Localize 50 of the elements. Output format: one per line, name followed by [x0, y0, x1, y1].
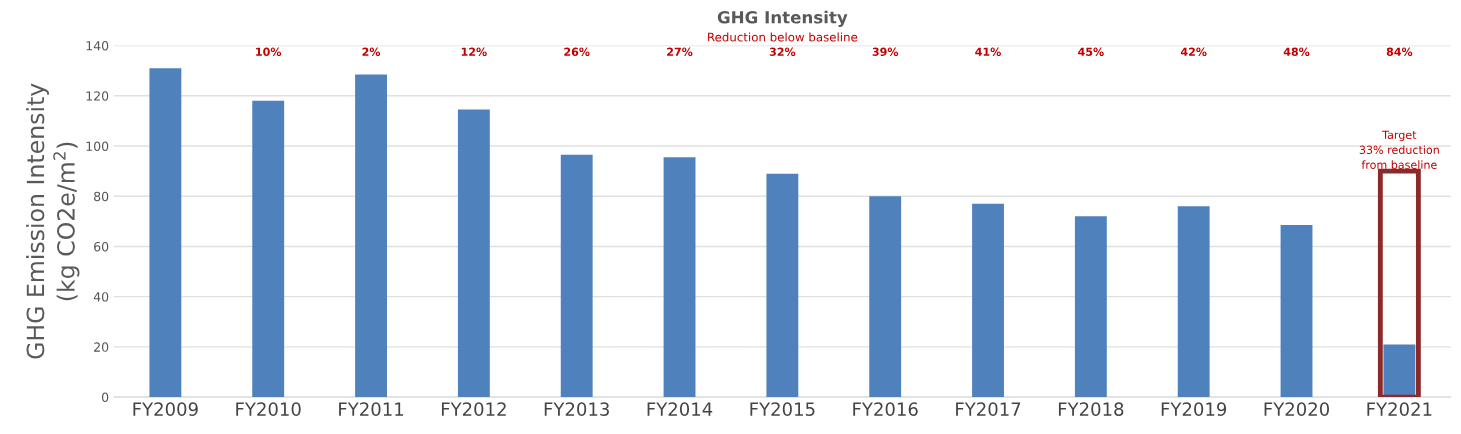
bar: [972, 203, 1004, 398]
x-tick-label: FY2015: [750, 402, 815, 416]
x-tick-label: FY2011: [339, 402, 404, 416]
y-tick-label: 20: [94, 342, 109, 352]
bar: [1280, 225, 1313, 398]
bar: [869, 196, 902, 398]
x-tick-label: FY2020: [1264, 402, 1330, 416]
y-tick-label: 80: [94, 191, 109, 202]
annotation: 84%: [1386, 47, 1413, 56]
y-tick-label: 60: [94, 241, 109, 252]
annotation: 27%: [667, 47, 693, 56]
bar: [1383, 344, 1416, 398]
annotation: 48%: [1283, 47, 1310, 56]
annotation: 10%: [256, 47, 282, 56]
bar: [252, 100, 285, 398]
bar: [1177, 206, 1210, 398]
annotation: 41%: [975, 47, 1001, 56]
text: Reduction below baseline: [708, 32, 858, 42]
bar: [149, 68, 182, 398]
x-tick-label: FY2016: [853, 402, 918, 416]
x-tick-label: FY2017: [956, 402, 1021, 416]
annotation: 12%: [461, 47, 487, 56]
y-tick-label: 0: [101, 392, 109, 403]
annotation: 32%: [769, 47, 796, 56]
x-tick-label: FY2019: [1161, 402, 1227, 416]
annotation: 45%: [1078, 47, 1104, 56]
x-tick-label: FY2021: [1367, 402, 1432, 416]
y-tick-label: 40: [93, 292, 109, 302]
x-tick-label: FY2009: [133, 402, 198, 416]
y-axis-title: GHG Emission Intensity (kg CO2e/m$^{2}$): [26, 83, 80, 359]
chart-title: GHG Intensity: [717, 10, 848, 27]
x-tick-label: FY2018: [1058, 402, 1124, 416]
y-tick-label: 120: [86, 91, 109, 101]
bar: [355, 74, 387, 398]
x-tick-label: FY2014: [647, 402, 713, 416]
bar: [560, 154, 593, 398]
annotation: 2%: [362, 47, 381, 56]
annotation: 26%: [564, 47, 590, 56]
bar: [457, 109, 490, 398]
y-tick-label: 100: [86, 141, 109, 151]
annotation: 39%: [872, 47, 899, 56]
x-tick-label: FY2013: [544, 402, 609, 416]
annotation: 42%: [1180, 47, 1207, 56]
annotation: Target 33% reduction from baseline: [1359, 130, 1439, 169]
bar: [1074, 216, 1107, 398]
bar: [766, 173, 799, 398]
x-tick-label: FY2012: [441, 402, 506, 416]
x-tick-label: FY2010: [236, 402, 301, 416]
bar: [663, 157, 696, 398]
y-tick-label: 140: [86, 41, 109, 51]
